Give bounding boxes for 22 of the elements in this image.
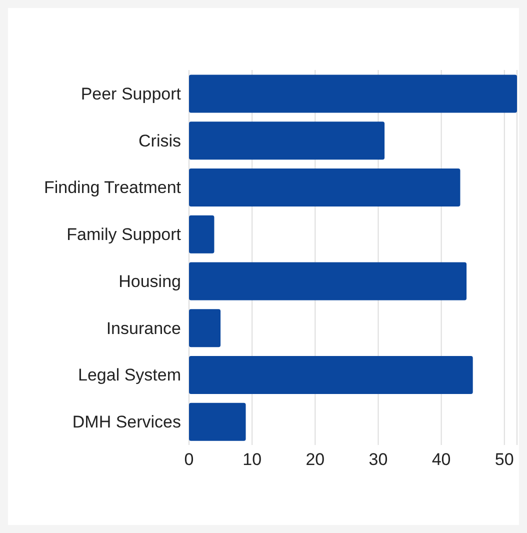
bar (189, 74, 517, 113)
x-tick-label: 40 (432, 450, 451, 470)
bar (189, 262, 467, 300)
x-tick-label: 20 (306, 450, 325, 470)
bar (189, 122, 385, 160)
y-tick-label: Legal System (78, 366, 181, 385)
y-tick-label: Family Support (66, 225, 182, 244)
y-tick-label: Peer Support (80, 84, 182, 104)
x-tick-label: 0 (184, 450, 194, 470)
bar (189, 168, 460, 206)
bar (189, 356, 473, 394)
y-tick-label: DMH Services (72, 412, 181, 432)
bar (189, 215, 214, 254)
bar (189, 309, 221, 348)
y-tick-label: Crisis (138, 131, 181, 150)
x-tick-label: 30 (368, 450, 388, 470)
y-tick-label: Housing (118, 272, 181, 291)
x-tick-label: 10 (242, 450, 262, 470)
y-tick-label: Insurance (106, 318, 181, 338)
y-tick-label: Finding Treatment (44, 178, 182, 198)
x-tick-label: 50 (494, 450, 514, 470)
bar (189, 402, 246, 441)
